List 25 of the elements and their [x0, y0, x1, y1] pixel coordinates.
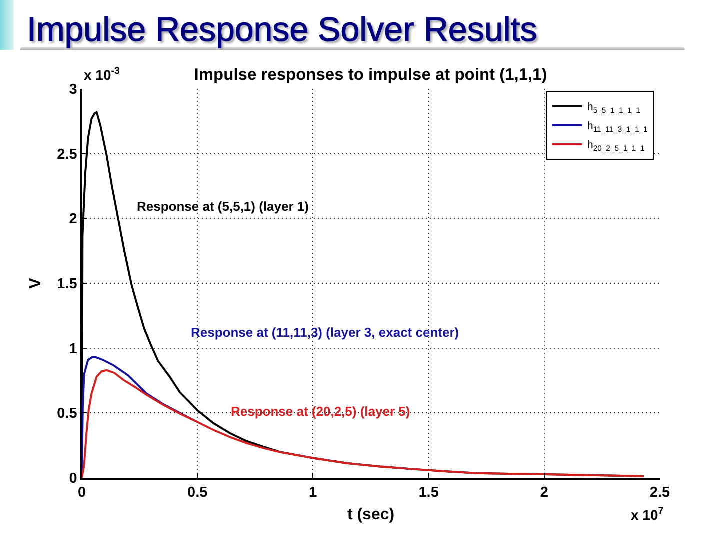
x-tick-label: 1.5 — [418, 485, 439, 502]
y-tick-label: 2.5 — [57, 146, 78, 163]
legend-label: h$_{20_2_5_1_1_1}$ — [587, 140, 645, 154]
legend-label: h$_{11_11_3_1_1_1}$ — [587, 120, 648, 134]
y-tick-label: 3 — [69, 82, 78, 98]
y-axis-title: V — [28, 278, 45, 289]
y-tick-label: 0.5 — [57, 406, 78, 422]
annotation: Response at (20,2,5) (layer 5) — [231, 404, 410, 419]
legend-label: h$_{5_5_1_1_1_1}$ — [587, 102, 640, 116]
y-tick-label: 1 — [69, 341, 78, 358]
x-tick-label: 0.5 — [188, 485, 208, 502]
x-tick-label: 2 — [540, 485, 548, 502]
y-tick-label: 2 — [69, 212, 78, 228]
chart-title: Impulse Response Solver Results — [27, 11, 538, 49]
annotation: Response at (11,11,3) (layer 3, exact center) — [191, 325, 460, 340]
x-axis-title: t (sec) — [347, 506, 395, 524]
text: x 10$^{-3}$ — [84, 66, 121, 83]
x-tick-label: 2.5 — [650, 485, 670, 502]
annotation: Response at (5,5,1) (layer 1) — [137, 199, 309, 214]
y-tick-label: 1.5 — [57, 276, 78, 293]
chart-subtitle: Impulse responses to impulse at point (1,1,1) — [194, 66, 548, 84]
y-tick-label: 0 — [69, 471, 78, 488]
text: x 10$^{7}$ — [631, 506, 664, 523]
line-series — [82, 369, 645, 478]
x-tick-label: 1 — [309, 485, 318, 502]
